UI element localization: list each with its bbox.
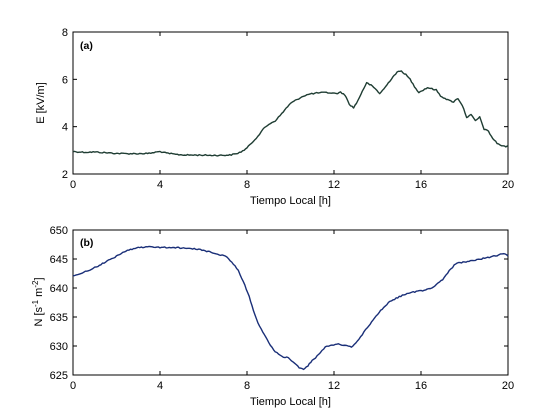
x-tick-label: 16 [415,380,427,392]
x-tick-label: 8 [244,380,250,392]
y-tick-label: 6 [62,74,68,86]
y-tick-label: 630 [50,341,68,353]
series-group-b [72,245,509,371]
x-tick-label: 0 [70,179,76,191]
y-tick-label: 8 [62,27,68,39]
y-tick-label: 645 [50,254,68,266]
y-tick-label: 625 [50,370,68,382]
y-tick-label: 635 [50,312,68,324]
x-tick-label: 8 [244,179,250,191]
panel-label-b: (b) [80,237,93,249]
y-tick-label: 2 [62,169,68,181]
x-tick-label: 12 [328,380,340,392]
y-axis-label-b-sup2: -2 [31,280,40,288]
x-tick-label: 20 [502,179,514,191]
series-group-a [72,70,509,157]
plot-area-b [72,229,509,376]
y-tick-label: 650 [50,225,68,237]
y-axis-label-b-main: N [s [33,306,45,326]
y-tick-label: 640 [50,283,68,295]
x-axis-label-b: Tiempo Local [h] [250,396,331,408]
x-tick-label: 4 [157,380,163,392]
y-axis-label-a: E [kV/m] [35,82,47,124]
y-ticks-a: 2 4 6 8 [62,27,508,181]
x-axis-label-a: Tiempo Local [h] [250,195,331,207]
y-axis-label-b-sup1: -1 [31,299,40,307]
y-ticks-b: 625 630 635 640 645 650 [50,225,508,382]
y-tick-label: 4 [62,122,68,134]
chart-panel-b: 0 4 8 12 16 20 625 630 635 640 645 650 (b) Tiempo … [31,225,514,408]
y-axis-label-b-end: ] [33,277,45,280]
x-ticks-a: 0 4 8 12 16 20 [70,32,514,191]
x-ticks-b: 0 4 8 12 16 20 [70,230,514,392]
x-tick-label: 12 [328,179,340,191]
x-tick-label: 20 [502,380,514,392]
y-axis-label-b-mid: m [33,288,45,300]
series-line-a [72,70,509,157]
x-tick-label: 0 [70,380,76,392]
y-axis-label-b: N [s-1 m-2] [31,277,45,326]
x-tick-label: 4 [157,179,163,191]
series-line-b [72,245,509,371]
panel-label-a: (a) [80,40,93,52]
x-tick-label: 16 [415,179,427,191]
